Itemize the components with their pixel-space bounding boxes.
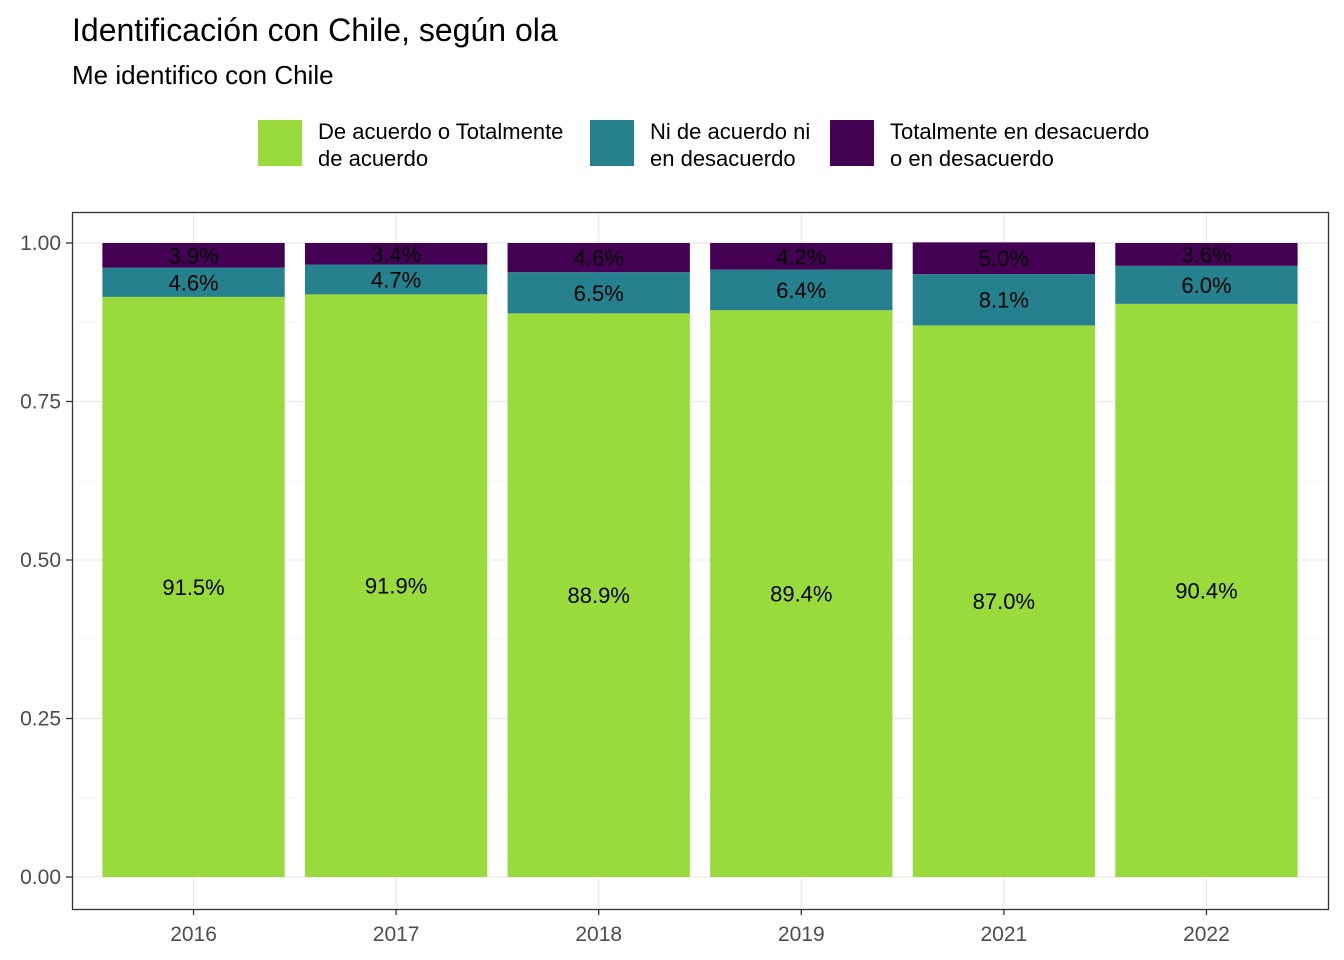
x-tick-label-2016: 2016 bbox=[170, 923, 217, 946]
data-label-disagree-2017: 3.4% bbox=[371, 242, 421, 267]
bar-neutral-2016 bbox=[102, 267, 285, 297]
bar-neutral-2019 bbox=[710, 269, 893, 311]
data-label-agree-2018: 88.9% bbox=[568, 583, 630, 608]
data-label-neutral-2018: 6.5% bbox=[574, 281, 624, 306]
data-label-disagree-2019: 4.2% bbox=[776, 244, 826, 269]
data-label-agree-2022: 90.4% bbox=[1175, 578, 1237, 603]
bar-disagree-2019 bbox=[710, 243, 893, 270]
data-label-disagree-2018: 4.6% bbox=[574, 246, 624, 271]
bar-disagree-2018 bbox=[507, 243, 690, 273]
legend-key-disagree bbox=[830, 120, 874, 166]
x-tick-label-2022: 2022 bbox=[1183, 923, 1230, 946]
legend-label-agree: De acuerdo o Totalmente de acuerdo bbox=[318, 119, 564, 171]
x-tick-label-2021: 2021 bbox=[981, 923, 1028, 946]
data-label-agree-2019: 89.4% bbox=[770, 582, 832, 607]
chart-subtitle: Me identifico con Chile bbox=[72, 60, 334, 90]
data-label-neutral-2017: 4.7% bbox=[371, 267, 421, 292]
bar-agree-2022 bbox=[1115, 303, 1298, 877]
data-label-agree-2021: 87.0% bbox=[973, 589, 1035, 614]
bar-disagree-2017 bbox=[304, 243, 488, 265]
bar-agree-2016 bbox=[102, 296, 285, 877]
chart-title: Identificación con Chile, según ola bbox=[72, 12, 558, 48]
legend-label-disagree: Totalmente en desacuerdo o en desacuerdo bbox=[890, 119, 1150, 171]
y-tick-label: 0.50 bbox=[20, 549, 61, 572]
bar-agree-2021 bbox=[912, 325, 1096, 877]
legend-label-neutral: Ni de acuerdo ni en desacuerdo bbox=[650, 119, 811, 171]
bar-neutral-2018 bbox=[507, 272, 690, 314]
data-label-neutral-2021: 8.1% bbox=[979, 288, 1029, 313]
data-label-neutral-2016: 4.6% bbox=[168, 270, 218, 295]
y-tick-label: 1.00 bbox=[20, 232, 61, 255]
data-label-disagree-2022: 3.6% bbox=[1181, 242, 1231, 267]
bar-neutral-2022 bbox=[1115, 265, 1298, 304]
bar-disagree-2022 bbox=[1115, 243, 1298, 266]
x-tick-label-2019: 2019 bbox=[778, 923, 825, 946]
data-labels: 91.5%4.6%3.9%91.9%4.7%3.4%88.9%6.5%4.6%8… bbox=[162, 242, 1237, 614]
bar-neutral-2017 bbox=[304, 264, 488, 295]
axes: 0.00 0.25 0.50 0.75 1.00 2016 2017 2018 2019 2021… bbox=[20, 232, 1230, 946]
y-tick-label: 0.75 bbox=[20, 391, 61, 414]
bar-disagree-2016 bbox=[102, 243, 285, 268]
data-label-agree-2016: 91.5% bbox=[162, 575, 224, 600]
data-label-agree-2017: 91.9% bbox=[365, 574, 427, 599]
y-tick-label: 0.25 bbox=[20, 708, 61, 731]
legend-key-agree bbox=[258, 120, 302, 166]
data-label-neutral-2019: 6.4% bbox=[776, 278, 826, 303]
x-tick-label-2017: 2017 bbox=[373, 923, 420, 946]
panel-border bbox=[71, 211, 1330, 911]
bar-agree-2018 bbox=[507, 313, 690, 877]
bar-neutral-2021 bbox=[912, 274, 1096, 326]
bar-disagree-2021 bbox=[912, 242, 1096, 275]
legend-key-neutral bbox=[590, 120, 634, 166]
bar-agree-2019 bbox=[710, 310, 893, 878]
x-tick-label-2018: 2018 bbox=[575, 923, 622, 946]
bar-agree-2017 bbox=[304, 294, 488, 877]
y-tick-label: 0.00 bbox=[20, 866, 61, 889]
data-label-disagree-2016: 3.9% bbox=[168, 243, 218, 268]
data-label-disagree-2021: 5.0% bbox=[979, 246, 1029, 271]
bars bbox=[102, 242, 1298, 878]
data-label-neutral-2022: 6.0% bbox=[1181, 273, 1231, 298]
